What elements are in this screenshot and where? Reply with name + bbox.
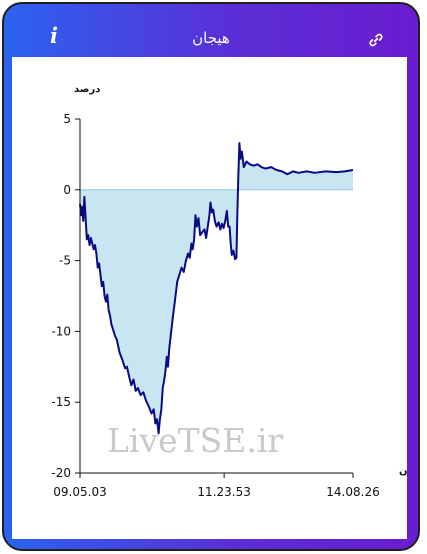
plot-area bbox=[79, 142, 354, 435]
y-axis: 5 0 -5 -10 -15 -20 bbox=[51, 112, 81, 480]
y-tick-label: 5 bbox=[63, 112, 71, 126]
series-area bbox=[80, 143, 353, 434]
x-axis-label: زمان bbox=[399, 466, 407, 477]
y-tick-label: -15 bbox=[51, 395, 71, 409]
card-title: هیجان bbox=[192, 29, 230, 47]
link-icon[interactable] bbox=[368, 32, 384, 48]
x-tick-label: 09.05.03 bbox=[53, 485, 106, 499]
emotion-chart: LiveTSE.ir 5 0 -5 -10 -15 -20 09.05.03 11.23.5… bbox=[51, 84, 407, 499]
chart-panel: LiveTSE.ir 5 0 -5 -10 -15 -20 09.05.03 11.23.5… bbox=[12, 57, 407, 539]
y-tick-label: -5 bbox=[59, 254, 71, 268]
y-tick-label: -10 bbox=[51, 324, 71, 338]
x-axis: 09.05.03 11.23.53 14.08.26 bbox=[53, 472, 380, 499]
y-axis-label: درصد bbox=[74, 84, 100, 95]
watermark-text: LiveTSE.ir bbox=[107, 421, 283, 460]
y-tick-label: 0 bbox=[63, 183, 71, 197]
emotion-card: i هیجان LiveTSE.ir 5 0 -5 -10 -15 -20 09.05.0… bbox=[2, 2, 420, 551]
series-line bbox=[79, 142, 354, 435]
info-icon[interactable]: i bbox=[50, 23, 58, 48]
x-tick-label: 14.08.26 bbox=[326, 485, 379, 499]
card-header: i هیجان bbox=[4, 4, 418, 59]
y-tick-label: -20 bbox=[51, 466, 71, 480]
x-tick-label: 11.23.53 bbox=[197, 485, 250, 499]
